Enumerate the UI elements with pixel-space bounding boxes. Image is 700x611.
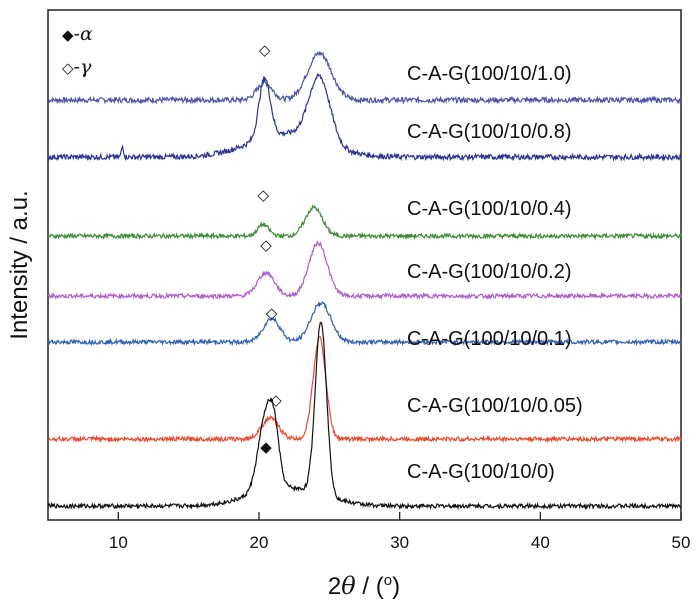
series-label: C-A-G(100/10/0.4)	[407, 198, 572, 220]
x-ticks-group: 10 20 30 40 50	[109, 512, 691, 552]
x-tick-label: 20	[250, 533, 269, 552]
series-line	[47, 300, 682, 347]
legend-item-alpha: ◆-α	[62, 23, 93, 45]
series-label: C-A-G(100/10/0.05)	[407, 395, 583, 417]
series-line	[47, 51, 682, 105]
series-label: C-A-G(100/10/0.8)	[407, 121, 572, 143]
legend-item-gamma: ◇-γ	[62, 56, 92, 78]
series-label: C-A-G(100/10/0.2)	[407, 261, 572, 283]
series-line	[47, 336, 682, 444]
alpha-marker-icon: ◆	[62, 26, 74, 44]
x-tick-label: 50	[672, 533, 691, 552]
gamma-peak-marker: ◇	[259, 41, 271, 59]
series-label: C-A-G(100/10/0.1)	[407, 328, 572, 350]
legend: ◆-α ◇-γ	[62, 23, 93, 78]
gamma-peak-marker: ◇	[257, 186, 269, 204]
series-line	[47, 240, 682, 301]
gamma-marker-icon: ◇	[62, 59, 74, 77]
series-line	[47, 321, 682, 511]
x-axis-title: 2θ / (o)	[328, 572, 400, 600]
x-tick-label: 30	[390, 533, 409, 552]
x-tick-label: 10	[109, 533, 128, 552]
curves-group: C-A-G(100/10/1.0) ◇ C-A-G(100/10/0.8) C-A-G…	[47, 41, 682, 511]
x-tick-label: 40	[531, 533, 550, 552]
y-axis-title: Intensity / a.u.	[6, 190, 33, 339]
gamma-peak-marker: ◇	[260, 236, 272, 254]
plot-frame	[47, 9, 682, 521]
series-label: C-A-G(100/10/0)	[407, 461, 555, 483]
series-label: C-A-G(100/10/1.0)	[407, 63, 572, 85]
series-line	[47, 73, 682, 162]
gamma-peak-marker: ◇	[266, 304, 278, 322]
series-line	[47, 204, 682, 241]
alpha-peak-marker: ◆	[260, 438, 272, 456]
